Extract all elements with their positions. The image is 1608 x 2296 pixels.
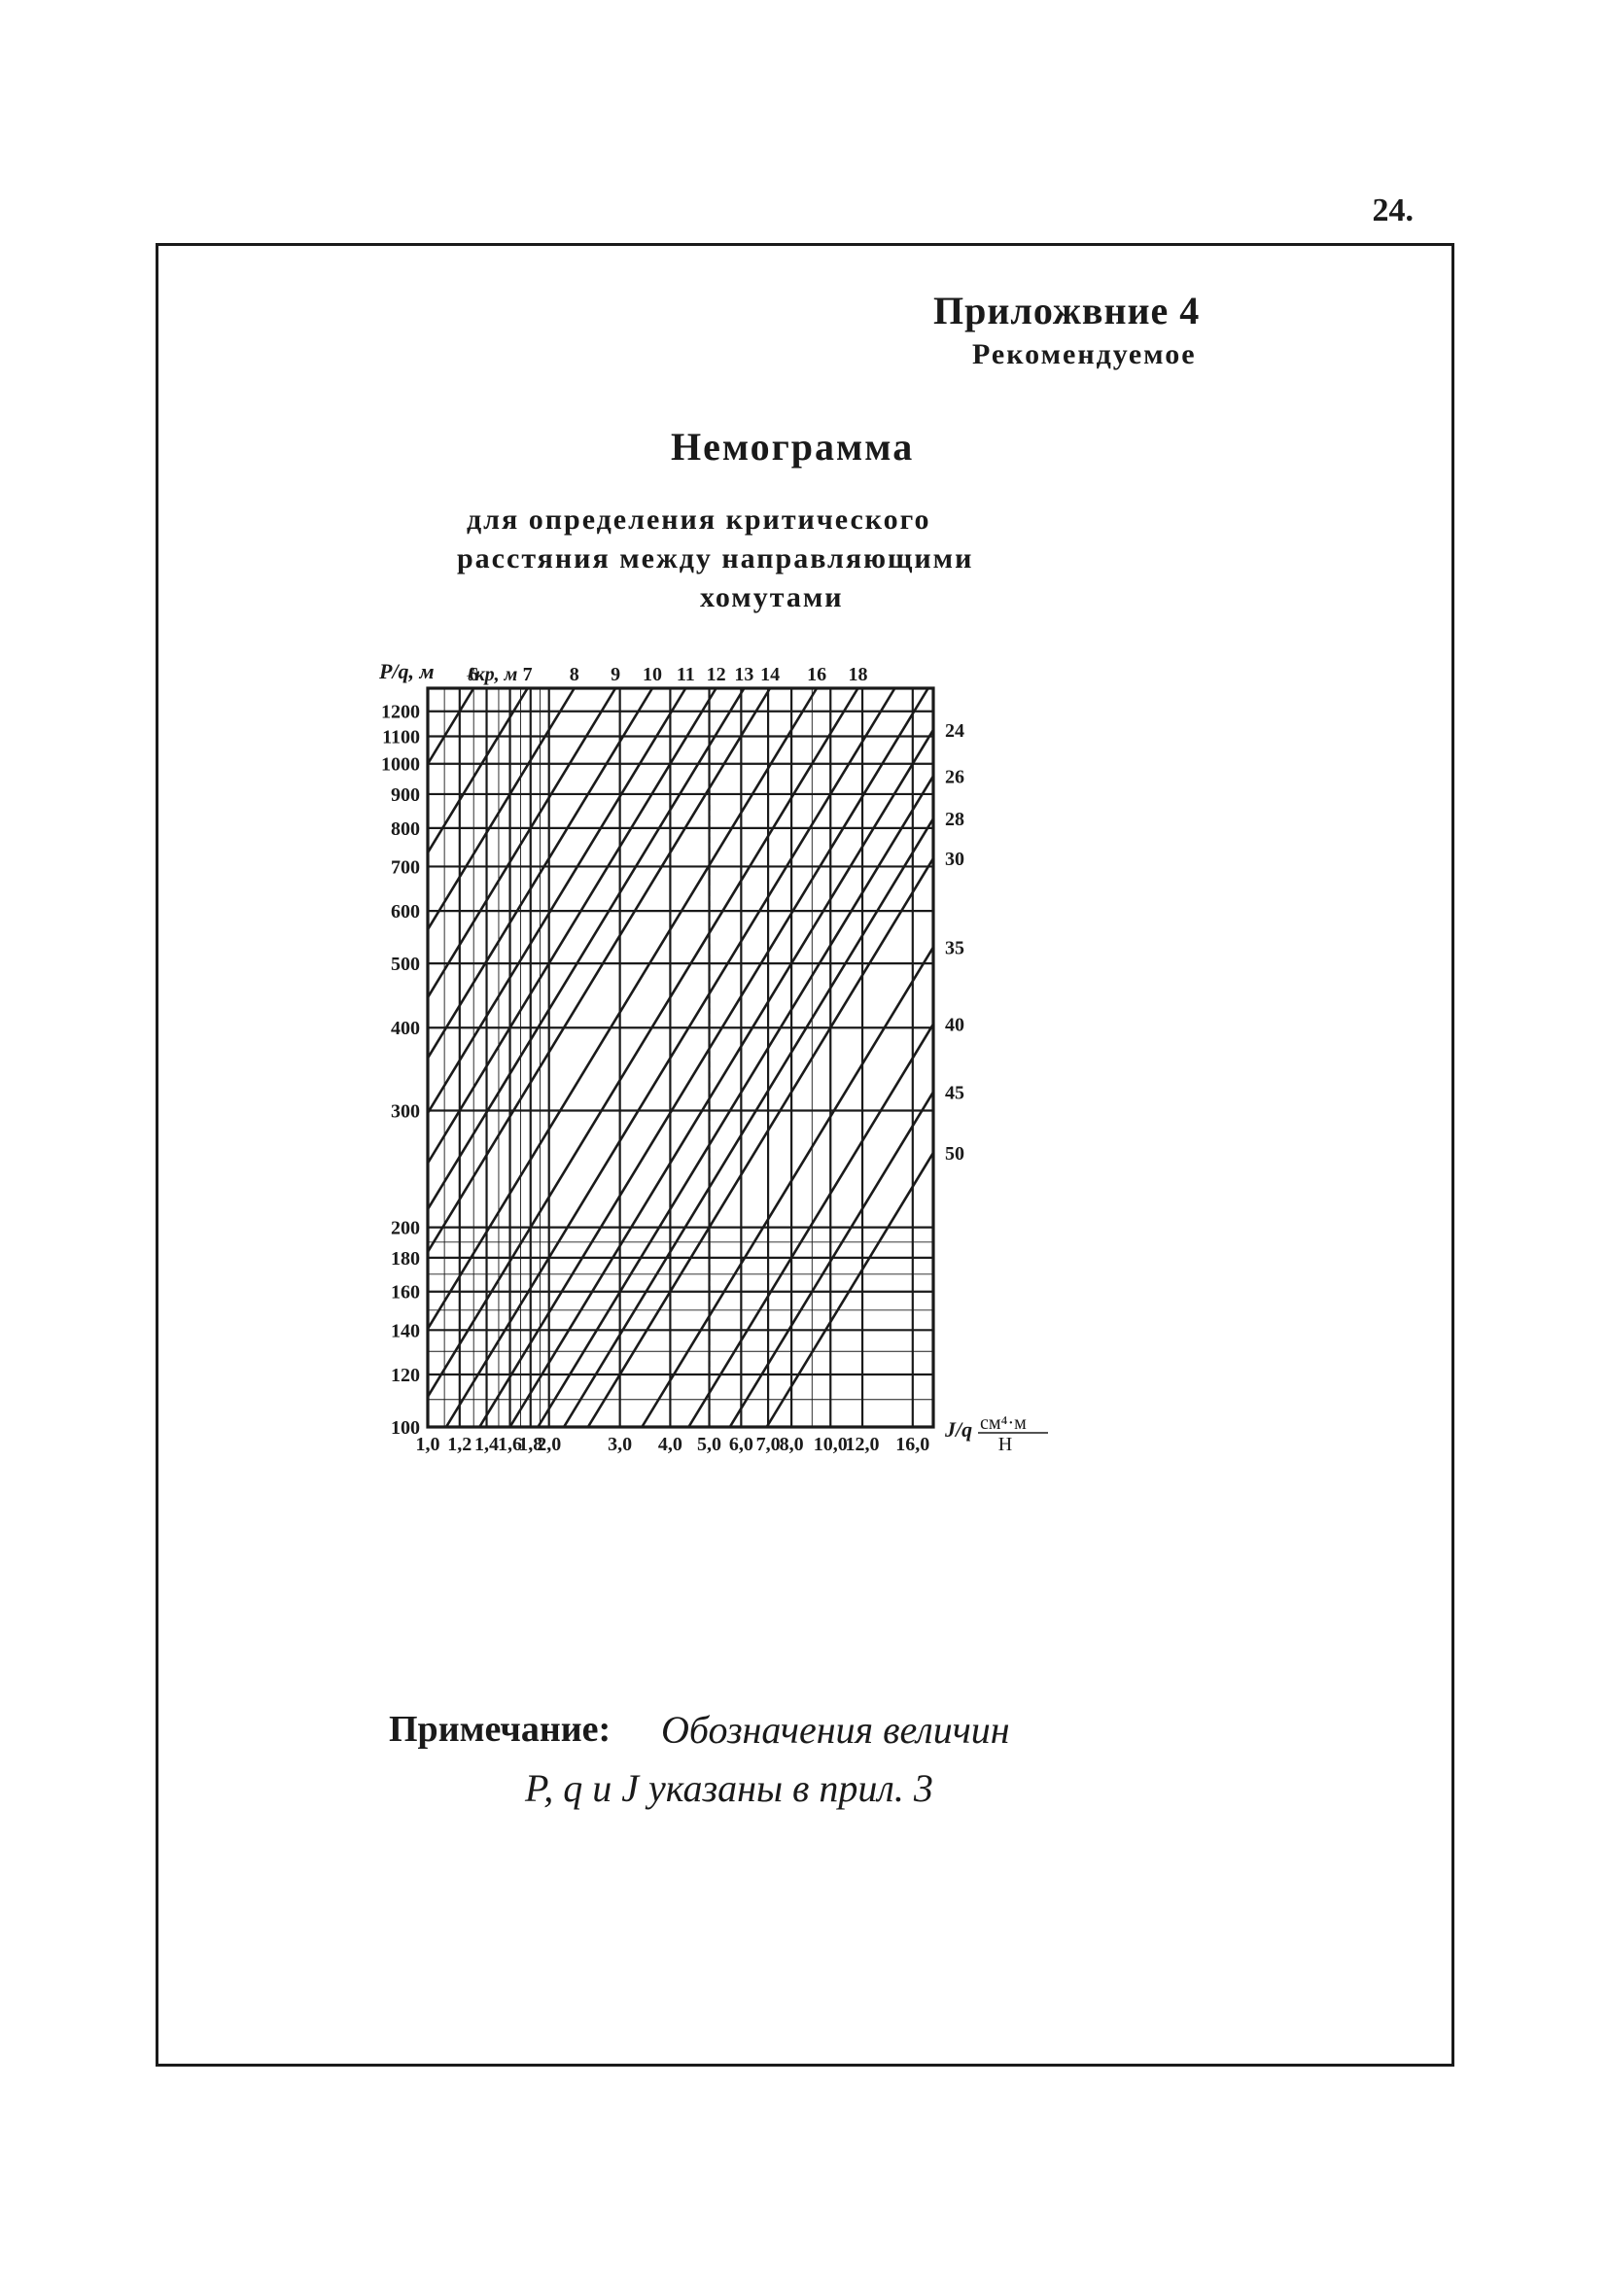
svg-text:400: 400 (391, 1018, 420, 1039)
svg-text:600: 600 (391, 901, 420, 922)
svg-text:10: 10 (643, 664, 662, 685)
svg-text:30: 30 (945, 849, 964, 870)
svg-text:1000: 1000 (381, 754, 420, 776)
svg-text:16: 16 (807, 664, 826, 685)
svg-text:24: 24 (945, 720, 964, 742)
svg-text:40: 40 (945, 1015, 964, 1036)
svg-text:см⁴·м: см⁴·м (980, 1412, 1027, 1434)
svg-text:1100: 1100 (382, 726, 420, 748)
subtitle-1: для определения критического (467, 505, 931, 535)
svg-text:200: 200 (391, 1218, 420, 1239)
svg-text:140: 140 (391, 1320, 420, 1341)
subtitle-2: расстяния между направляющими (457, 544, 973, 574)
svg-text:12,0: 12,0 (846, 1434, 880, 1455)
svg-text:7: 7 (523, 664, 533, 685)
svg-text:9: 9 (611, 664, 620, 685)
svg-text:1,2: 1,2 (447, 1434, 472, 1455)
page-number: 24. (1373, 194, 1415, 227)
svg-text:100: 100 (391, 1417, 420, 1439)
svg-text:35: 35 (945, 937, 964, 958)
svg-text:28: 28 (945, 809, 964, 830)
svg-text:700: 700 (391, 856, 420, 878)
svg-text:500: 500 (391, 954, 420, 975)
subtitle-3: хомутами (700, 583, 844, 612)
svg-text:18: 18 (848, 664, 867, 685)
appendix-label: Приложвние 4 (933, 292, 1200, 330)
svg-text:1,4: 1,4 (474, 1434, 499, 1455)
svg-text:12: 12 (707, 664, 726, 685)
svg-text:45: 45 (945, 1082, 964, 1103)
svg-text:ℓкр, м: ℓкр, м (467, 664, 518, 685)
svg-text:11: 11 (677, 664, 695, 685)
nomogram-chart: 1,01,21,41,61,82,03,04,05,06,07,08,010,0… (350, 642, 1225, 1536)
svg-text:7,0: 7,0 (756, 1434, 781, 1455)
svg-text:180: 180 (391, 1248, 420, 1270)
note-line1: Обозначения величин (661, 1711, 1010, 1750)
svg-text:P/q, м: P/q, м (378, 659, 435, 683)
svg-text:4,0: 4,0 (658, 1434, 682, 1455)
note-line2: P, q и J указаны в прил. 3 (525, 1769, 933, 1808)
svg-text:300: 300 (391, 1100, 420, 1122)
svg-text:13: 13 (734, 664, 753, 685)
svg-text:10,0: 10,0 (814, 1434, 848, 1455)
svg-text:Н: Н (998, 1434, 1012, 1455)
svg-text:50: 50 (945, 1143, 964, 1165)
note-label: Примечание: (389, 1711, 611, 1748)
svg-text:2,0: 2,0 (537, 1434, 561, 1455)
svg-text:J/q: J/q (944, 1417, 972, 1442)
svg-text:6,0: 6,0 (729, 1434, 753, 1455)
svg-text:800: 800 (391, 818, 420, 840)
svg-text:160: 160 (391, 1282, 420, 1304)
svg-text:5,0: 5,0 (697, 1434, 721, 1455)
svg-text:16,0: 16,0 (895, 1434, 929, 1455)
svg-text:1200: 1200 (381, 702, 420, 723)
svg-text:14: 14 (760, 664, 780, 685)
recommended-label: Рекомендуемое (972, 340, 1197, 369)
svg-text:120: 120 (391, 1365, 420, 1386)
svg-text:8: 8 (570, 664, 579, 685)
svg-text:900: 900 (391, 784, 420, 806)
svg-text:3,0: 3,0 (608, 1434, 632, 1455)
svg-text:26: 26 (945, 766, 964, 787)
svg-text:8,0: 8,0 (780, 1434, 804, 1455)
chart-title: Немограмма (671, 428, 914, 467)
